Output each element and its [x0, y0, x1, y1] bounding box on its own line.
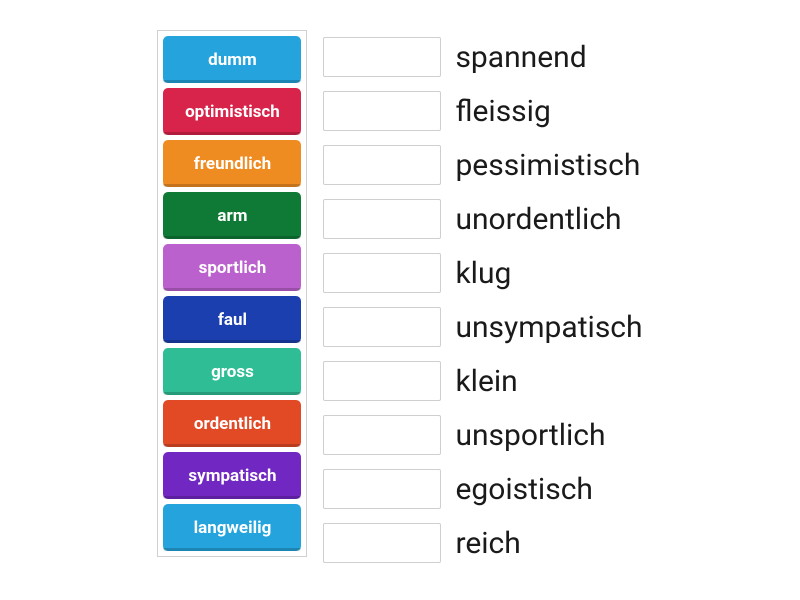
target-row: egoistisch — [323, 462, 642, 516]
targets-column: spannend fleissig pessimistisch unordent… — [323, 30, 642, 570]
matching-activity: dumm optimistisch freundlich arm sportli… — [157, 30, 642, 570]
target-row: unordentlich — [323, 192, 642, 246]
target-row: spannend — [323, 30, 642, 84]
target-label: klug — [455, 256, 511, 291]
target-row: klein — [323, 354, 642, 408]
target-label: klein — [455, 364, 517, 399]
word-tile[interactable]: freundlich — [163, 140, 301, 187]
target-row: reich — [323, 516, 642, 570]
target-label: pessimistisch — [455, 148, 640, 183]
drop-slot[interactable] — [323, 37, 441, 77]
word-tile[interactable]: langweilig — [163, 504, 301, 551]
target-label: unsportlich — [455, 418, 605, 453]
target-row: fleissig — [323, 84, 642, 138]
target-label: fleissig — [455, 94, 550, 129]
word-tile[interactable]: faul — [163, 296, 301, 343]
drop-slot[interactable] — [323, 361, 441, 401]
drop-slot[interactable] — [323, 145, 441, 185]
drop-slot[interactable] — [323, 523, 441, 563]
drop-slot[interactable] — [323, 253, 441, 293]
drop-slot[interactable] — [323, 307, 441, 347]
drop-slot[interactable] — [323, 415, 441, 455]
word-tile[interactable]: optimistisch — [163, 88, 301, 135]
target-label: reich — [455, 526, 520, 561]
word-tile[interactable]: arm — [163, 192, 301, 239]
drop-slot[interactable] — [323, 199, 441, 239]
drop-slot[interactable] — [323, 91, 441, 131]
word-tile[interactable]: ordentlich — [163, 400, 301, 447]
word-tile[interactable]: sympatisch — [163, 452, 301, 499]
target-label: unordentlich — [455, 202, 621, 237]
word-tile[interactable]: sportlich — [163, 244, 301, 291]
word-tile[interactable]: gross — [163, 348, 301, 395]
target-row: klug — [323, 246, 642, 300]
target-label: spannend — [455, 40, 586, 75]
target-label: egoistisch — [455, 472, 592, 507]
drop-slot[interactable] — [323, 469, 441, 509]
word-tile[interactable]: dumm — [163, 36, 301, 83]
target-row: unsportlich — [323, 408, 642, 462]
target-row: unsympatisch — [323, 300, 642, 354]
target-label: unsympatisch — [455, 310, 642, 345]
target-row: pessimistisch — [323, 138, 642, 192]
word-bank: dumm optimistisch freundlich arm sportli… — [157, 30, 307, 557]
